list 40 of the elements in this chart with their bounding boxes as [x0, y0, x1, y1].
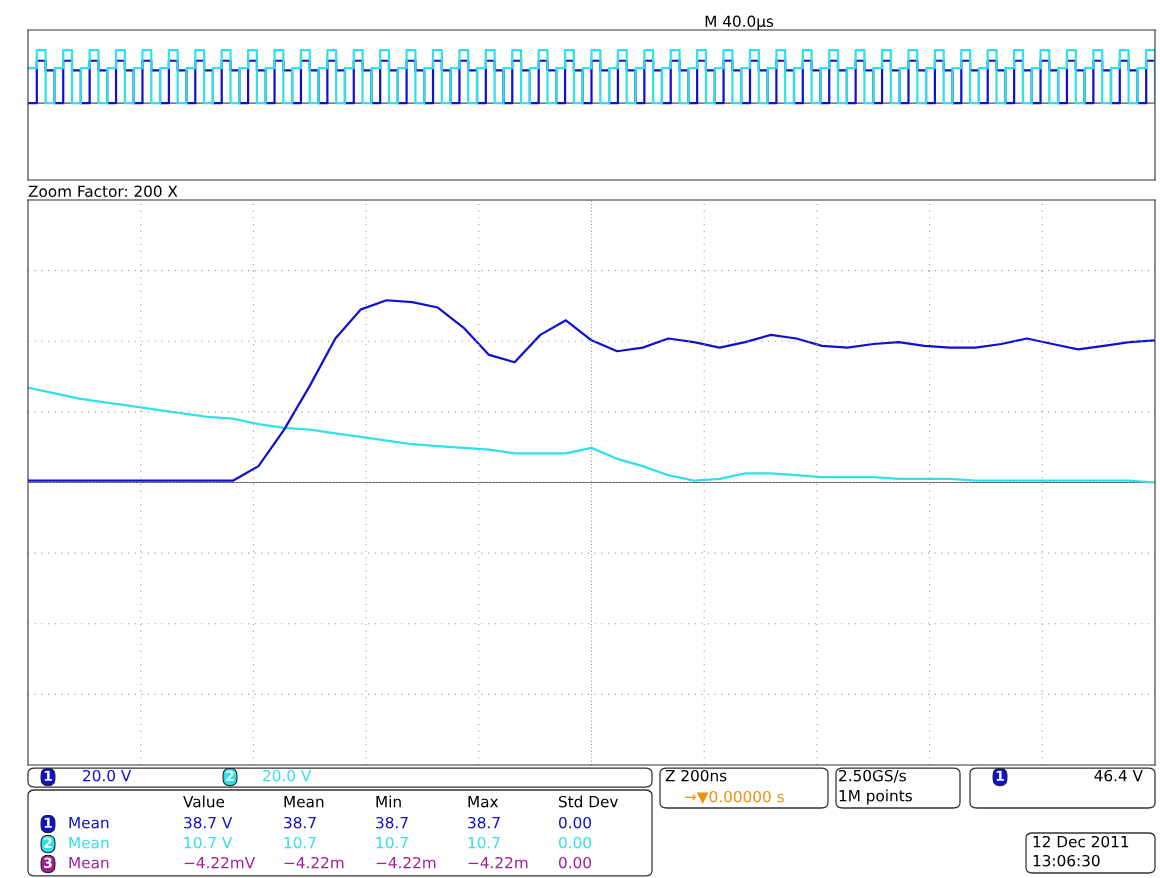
text: 20.0 V — [263, 769, 312, 782]
text: 12 Dec 2011 — [1033, 835, 1129, 848]
text: −4.22mV — [184, 856, 256, 869]
text: 2.50GS/s — [839, 769, 906, 783]
text: 38.7 — [376, 816, 408, 829]
text: →▼0.00000 s — [684, 790, 784, 805]
text: Z 200ns — [665, 769, 727, 782]
text: 3 — [44, 857, 52, 869]
chart-title: Zoom Factor: 200 X — [28, 185, 178, 198]
text: 38.7 — [284, 816, 316, 829]
text: 10.7 — [468, 836, 500, 849]
text: Mean — [284, 796, 324, 808]
text: Value — [183, 795, 225, 808]
text: Mean — [69, 817, 109, 829]
text: 20.0 V — [83, 769, 132, 782]
chart-title: M 40.0µs — [705, 15, 774, 30]
text: 38.7 — [468, 816, 500, 829]
text: 0.00 — [559, 856, 591, 869]
text: 10.7 V — [184, 836, 233, 849]
text: 13:06:30 — [1033, 854, 1100, 867]
text: 2 — [226, 770, 234, 781]
text: Min — [376, 795, 401, 808]
text: Mean — [69, 837, 109, 849]
text: −4.22m — [284, 856, 344, 869]
text: 1 — [44, 770, 52, 781]
text: 1 — [996, 770, 1004, 781]
text: 46.4 V — [1094, 769, 1143, 782]
text: 0.00 — [559, 816, 591, 829]
text: 1 — [44, 817, 52, 828]
text: 0.00 — [559, 836, 591, 849]
text: 10.7 — [284, 836, 316, 849]
text: 10.7 — [376, 836, 408, 849]
text: 38.7 V — [184, 816, 233, 829]
text: −4.22m — [468, 856, 528, 869]
text: −4.22m — [376, 856, 436, 869]
text: 1M points — [839, 789, 912, 805]
text: Mean — [69, 857, 109, 869]
text: Max — [468, 796, 499, 808]
text: 2 — [44, 837, 52, 848]
text: Std Dev — [559, 795, 618, 808]
